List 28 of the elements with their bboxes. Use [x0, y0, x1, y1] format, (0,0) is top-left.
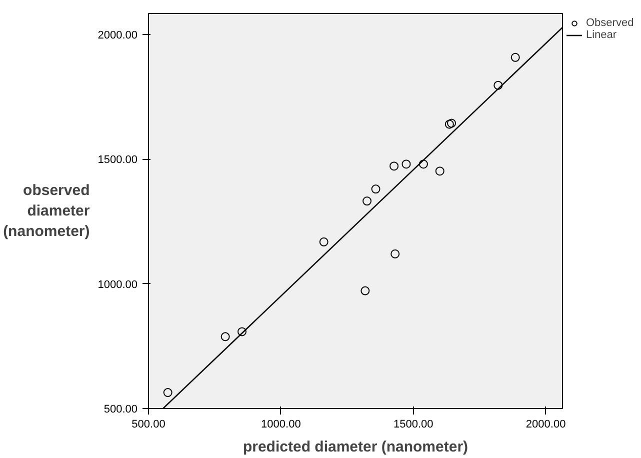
x-tick-label: 500.00	[132, 418, 166, 430]
point	[390, 249, 400, 258]
y-axis-title: observed diameter (nanometer)	[3, 182, 90, 240]
x-tick-label: 2000.00	[526, 418, 566, 430]
y-tick-label: 500.00	[104, 404, 138, 416]
legend-label: Observed	[586, 17, 634, 29]
point	[238, 327, 246, 336]
point	[494, 80, 503, 90]
x-tick-label: 1500.00	[393, 418, 434, 430]
y-tick-label: 2000.00	[98, 29, 138, 42]
legend-label: Linear	[586, 29, 617, 41]
point	[360, 286, 370, 296]
y-tick-label: 1500.00	[98, 154, 138, 166]
point	[444, 120, 454, 129]
point	[319, 237, 328, 246]
point	[220, 332, 230, 342]
point	[510, 52, 520, 62]
point	[163, 388, 172, 398]
point	[362, 196, 372, 206]
x-tick-label: 1000.00	[261, 418, 301, 430]
x-axis-title: predicted diameter (nanometer)	[242, 438, 468, 456]
point	[418, 160, 428, 169]
point	[390, 162, 399, 171]
point	[371, 184, 380, 194]
point	[435, 166, 444, 176]
point	[402, 160, 411, 169]
point	[447, 118, 456, 128]
y-tick-label: 1000.00	[98, 278, 138, 291]
